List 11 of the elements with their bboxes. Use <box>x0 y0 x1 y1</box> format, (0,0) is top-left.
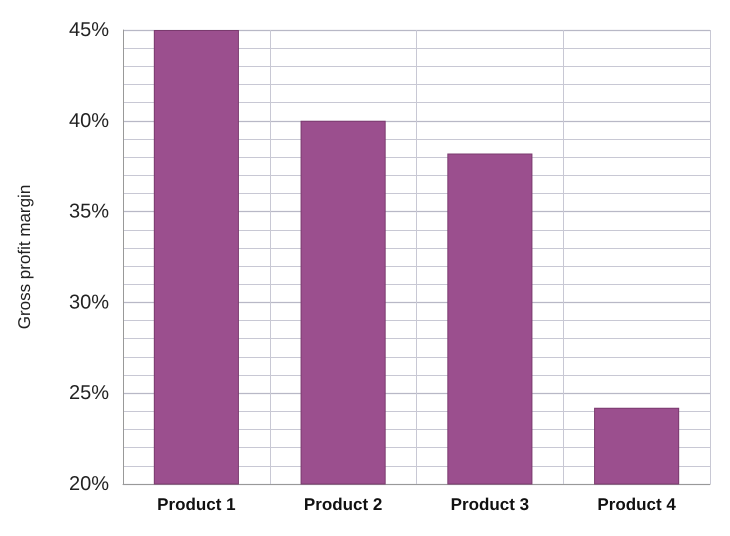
x-tick-label: Product 3 <box>450 495 530 514</box>
y-tick-label: 40% <box>68 110 110 132</box>
x-tick-label: Product 1 <box>157 495 236 514</box>
y-tick-label: 35% <box>68 200 110 223</box>
y-axis-title: Gross profit margin <box>15 184 34 330</box>
x-tick-label: Product 2 <box>304 495 382 514</box>
y-tick-label: 25% <box>68 382 110 404</box>
x-tick-label: Product 4 <box>597 495 676 514</box>
y-tick-label: 30% <box>68 291 110 314</box>
y-tick-label: 20% <box>68 473 110 495</box>
y-tick-label: 45% <box>68 19 110 41</box>
